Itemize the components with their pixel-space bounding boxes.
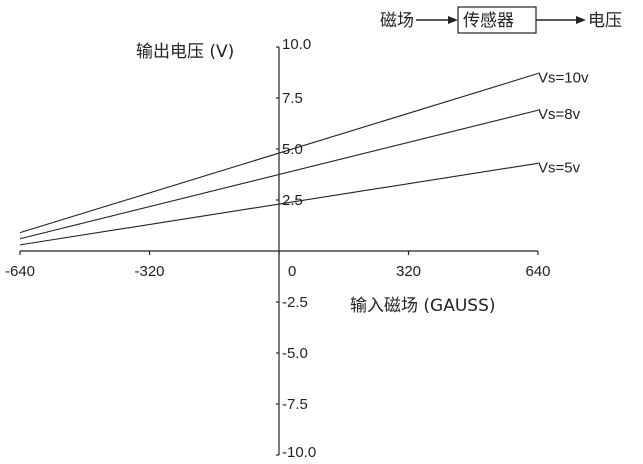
series-label: Vs=8v [538, 106, 581, 123]
series-lines [19, 72, 539, 246]
diagram-input-label: 磁场 [380, 11, 414, 31]
sensor-flow-diagram: 磁场 传感器 电压 [380, 6, 622, 34]
y-tick-label: -5.0 [282, 345, 308, 362]
x-tick-label: 0 [288, 263, 296, 280]
series-labels: Vs=10v Vs=8v Vs=5v [538, 70, 589, 177]
y-axis-title: 输出电压 (V) [136, 42, 234, 62]
y-tick-label: -10.0 [282, 444, 316, 461]
series-line-1 [19, 72, 539, 234]
y-tick-label: -2.5 [282, 294, 308, 311]
y-tick-label: 2.5 [282, 192, 303, 209]
x-tick-label: -640 [5, 263, 35, 280]
y-tick-label: -7.5 [282, 396, 308, 413]
diagram-arrowhead-1 [448, 16, 458, 24]
x-tick-label: 640 [525, 263, 550, 280]
diagram-arrowhead-2 [576, 16, 586, 24]
series-line-2 [19, 109, 539, 240]
x-axis-title: 输入磁场 (GAUSS) [350, 296, 496, 316]
x-tick-label: -320 [134, 263, 164, 280]
x-tick-label: 320 [396, 263, 421, 280]
diagram-block-label: 传感器 [463, 11, 514, 31]
x-axis-ticks: -640 -320 0 320 640 [5, 251, 551, 280]
y-tick-label: 7.5 [282, 90, 303, 107]
series-label: Vs=10v [538, 70, 589, 87]
diagram-output-label: 电压 [588, 11, 622, 31]
y-axis-ticks: 10.07.55.02.5-2.5-5.0-7.5-10.0 [276, 36, 316, 461]
series-line-3 [19, 162, 539, 246]
series-label: Vs=5v [538, 159, 581, 176]
y-tick-label: 10.0 [282, 36, 311, 53]
